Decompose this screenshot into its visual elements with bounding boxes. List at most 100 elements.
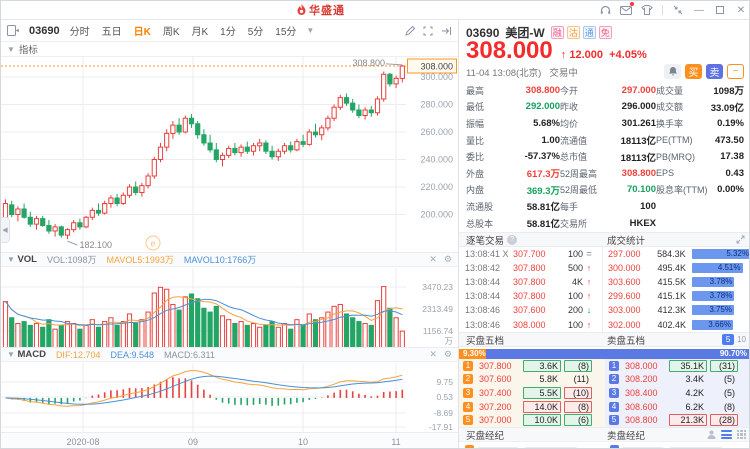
maximize-button[interactable]: [714, 4, 726, 16]
macd-close-icon[interactable]: ✕: [429, 349, 437, 359]
ask-level-row[interactable]: 5 308.800 21.3K (28): [605, 413, 749, 427]
bid-level-row[interactable]: 5 307.000 10.0K (6): [459, 413, 605, 427]
broker-person-icon[interactable]: [707, 430, 716, 439]
tab-五日[interactable]: 五日: [101, 27, 122, 38]
tick-section-header: 逐笔交易? 成交统计: [459, 232, 749, 247]
ask-level-row[interactable]: 3 308.400 4.2K (5): [605, 386, 749, 400]
macd-settings-icon[interactable]: ⚙: [443, 349, 452, 359]
trade-stat-row: 297.000 584.3K 5.32%: [608, 249, 749, 260]
vol-close-icon[interactable]: ✕: [429, 254, 437, 264]
quote-code: 03690: [466, 25, 500, 40]
ask-depth-list[interactable]: 1 308.000 35.1K (31) 2 308.200 3.4K (5) 3 308.400…: [605, 359, 749, 427]
stat-row: 交易所 HKEX: [560, 217, 656, 229]
tab-5分[interactable]: 5分: [247, 27, 264, 38]
stat-row: 每手 100: [560, 200, 656, 212]
ask-level-row[interactable]: 2 308.200 3.4K (5): [605, 373, 749, 387]
bid-level-row[interactable]: 2 307.600 5.8K (11): [459, 373, 605, 387]
tab-日K[interactable]: 日K: [133, 27, 151, 38]
tab-分时[interactable]: 分时: [69, 27, 90, 38]
candlestick-chart[interactable]: 300.000 280.000 260.000 240.000 220.000 200.0…: [1, 57, 459, 252]
svg-text:e: e: [150, 239, 155, 249]
bid-ratio-segment: [459, 349, 487, 359]
bid-depth-list[interactable]: 1 307.800 3.6K (8) 2 307.600 5.8K (11) 3 307.400 5…: [459, 359, 605, 427]
mavol10-value: MAVOL10:1766万: [183, 255, 257, 265]
bid-ratio-label: 9.30%: [463, 349, 486, 358]
svg-text:1156.74: 1156.74: [423, 326, 453, 336]
stat-row: 均价 301.261: [560, 117, 656, 129]
fullscreen-icon[interactable]: [423, 26, 433, 36]
up-arrow-icon: ↑: [560, 49, 567, 61]
ask-level-row[interactable]: 1 308.000 35.1K (31): [605, 359, 749, 373]
volume-pct-bar: 3.78%: [692, 277, 735, 288]
collapse-sidebar-handle[interactable]: ◀: [1, 217, 10, 243]
depth-5-button[interactable]: 5: [722, 334, 735, 345]
buy-button[interactable]: 买: [685, 64, 702, 79]
broker-grid-view-icon[interactable]: [737, 430, 746, 439]
volume-pct-bar: 5.32%: [691, 249, 749, 260]
stat-row: 今开 297.000: [560, 84, 656, 96]
vol-caret-icon[interactable]: ▼: [7, 255, 15, 264]
expand-section-icon[interactable]: [736, 235, 745, 244]
next-panel-icon[interactable]: [441, 26, 452, 36]
app-title: 华盛通: [309, 5, 345, 17]
ask-level-row[interactable]: 4 308.600 6.2K (8): [605, 400, 749, 414]
stat-row: 52周最低 70.100: [560, 184, 656, 196]
tick-trade-row: 13:08:46 308.000 100 ↑: [459, 317, 602, 331]
macd-chart[interactable]: 9.75 0.53 -8.69 -17.91: [1, 363, 459, 432]
more-periods-caret-icon[interactable]: ▼: [306, 26, 315, 35]
minimize-button[interactable]: —: [694, 4, 704, 16]
stat-row: 昨收 296.000: [560, 101, 656, 113]
collapse-quote-button[interactable]: −: [727, 64, 744, 79]
theme-skin-icon[interactable]: [641, 4, 653, 16]
mavol5-value: MAVOL5:1993万: [106, 255, 174, 265]
broker-list-view-icon[interactable]: [721, 430, 732, 439]
stat-row: 股息率(TTM) 0.00%: [656, 184, 744, 196]
macd-title: MACD: [17, 349, 46, 360]
tab-1分[interactable]: 1分: [220, 27, 236, 38]
svg-text:2313.49: 2313.49: [422, 304, 453, 314]
ask-depth-title: 卖盘五档: [607, 335, 646, 347]
bid-broker-title: 买盘经纪: [466, 430, 505, 442]
bid-level-row[interactable]: 3 307.400 5.5K (10): [459, 386, 605, 400]
depth-10-button[interactable]: 10: [737, 335, 746, 344]
stat-row: 最高 308.800: [466, 84, 560, 96]
tick-trade-row: 13:08:44 307.800 100 ↑: [459, 289, 602, 303]
customer-service-icon[interactable]: [599, 4, 611, 16]
trade-stat-row: 299.600 415.1K 3.78%: [608, 291, 735, 302]
draw-icon[interactable]: [405, 25, 415, 36]
volume-chart[interactable]: 3470.23 2313.49 1156.74万: [1, 268, 459, 348]
stat-row: 成交量 1098万: [656, 85, 744, 98]
close-button[interactable]: ✕: [736, 4, 746, 16]
indicator-label[interactable]: 指标: [18, 45, 38, 56]
stat-row: 总股本 58.81亿: [466, 218, 560, 231]
up-tick-icon: ↑: [586, 319, 592, 330]
bid-level-row[interactable]: 1 307.800 3.6K (8): [459, 359, 605, 373]
bid-level-row[interactable]: 4 307.200 14.0K (8): [459, 400, 605, 414]
indicator-caret-icon[interactable]: ▼: [7, 44, 15, 54]
tick-trade-list[interactable]: 13:08:41 X 307.700 100 = 13:08:42 307.800 500 ↑…: [459, 247, 603, 332]
shrink-window-icon[interactable]: [672, 4, 684, 16]
depth-section-header: 买盘五档 卖盘五档 5 10: [459, 332, 749, 347]
tab-月K[interactable]: 月K: [191, 27, 209, 38]
help-icon[interactable]: ?: [507, 234, 518, 245]
tab-15分[interactable]: 15分: [275, 27, 297, 38]
stat-row: PB(MRQ) 17.38: [656, 151, 744, 163]
app-logo: 华盛通: [296, 2, 345, 18]
tick-trade-row: 13:08:46 307.600 200 ↓: [459, 303, 602, 317]
price-change: 12.000: [569, 49, 603, 61]
flame-icon: [297, 4, 306, 15]
watchlist-expand-icon[interactable]: [7, 25, 19, 36]
vol-settings-icon[interactable]: ⚙: [443, 254, 452, 264]
macd-caret-icon[interactable]: ▼: [7, 350, 15, 359]
stock-badge-沽: 沽: [566, 26, 580, 39]
alert-bell-button[interactable]: [664, 64, 681, 79]
trade-stats-list[interactable]: 297.000 584.3K 5.32% 300.000 495.4K 4.51% 303.…: [604, 247, 749, 332]
stat-row: 最低 292.000: [466, 101, 560, 113]
svg-text:308.800: 308.800: [352, 58, 385, 68]
svg-text:万: 万: [444, 336, 453, 346]
sell-button[interactable]: 卖: [706, 64, 723, 79]
tab-周K[interactable]: 周K: [162, 27, 180, 38]
mail-icon[interactable]: [620, 2, 634, 16]
bid-ask-ratio-bar: 9.30% 90.70%: [459, 349, 749, 359]
